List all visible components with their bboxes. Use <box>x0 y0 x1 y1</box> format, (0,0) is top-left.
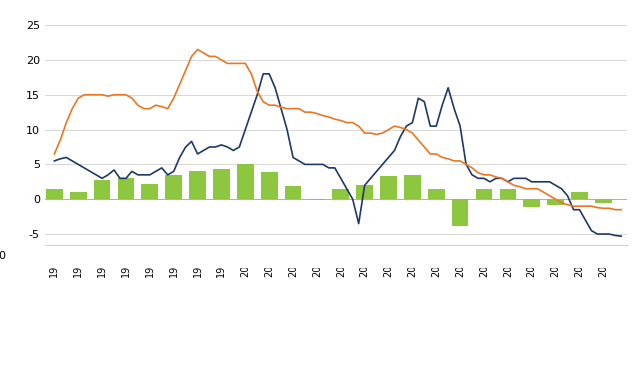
Bar <box>165 175 182 199</box>
Bar <box>308 199 325 200</box>
Bar <box>356 185 373 199</box>
Bar <box>141 184 158 199</box>
Bar <box>70 192 86 199</box>
Bar <box>571 192 588 199</box>
Bar <box>285 186 301 199</box>
Bar <box>404 175 420 199</box>
Bar <box>237 164 253 199</box>
Bar <box>189 171 206 199</box>
Bar <box>261 172 278 199</box>
Text: -10: -10 <box>0 251 7 261</box>
Bar <box>428 189 445 199</box>
Bar <box>476 189 492 199</box>
Bar <box>547 199 564 205</box>
Bar <box>46 189 63 199</box>
Bar <box>93 180 111 199</box>
Bar <box>118 178 134 199</box>
Bar <box>213 169 230 199</box>
Bar <box>499 189 516 199</box>
Bar <box>595 199 612 203</box>
Bar <box>524 199 540 207</box>
Bar <box>332 189 349 199</box>
Bar <box>380 176 397 199</box>
Bar <box>452 199 468 226</box>
